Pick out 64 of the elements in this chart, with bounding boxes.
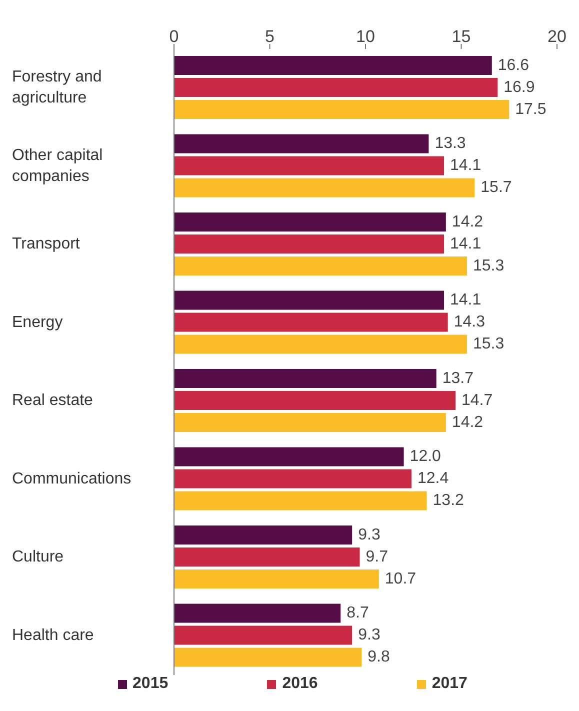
data-label: 9.7 (366, 548, 388, 566)
data-label: 14.1 (450, 235, 482, 252)
bar (174, 100, 510, 120)
data-label: 12.4 (417, 470, 449, 488)
legend-label: 2017 (432, 675, 468, 693)
data-label: 16.9 (504, 78, 535, 96)
bar (174, 290, 444, 310)
bar (174, 312, 448, 332)
data-label: 14.7 (462, 392, 493, 409)
data-label: 17.5 (515, 100, 546, 118)
bar (174, 212, 446, 232)
bar (174, 469, 412, 488)
data-label: 14.2 (452, 414, 484, 431)
x-tick-label: 20 (548, 27, 566, 46)
y-tick-label: Health care (12, 627, 94, 644)
data-label: 9.3 (358, 526, 380, 544)
bar (174, 78, 498, 98)
bar (174, 491, 427, 510)
bar (174, 570, 379, 589)
y-tick-label: Real estate (12, 392, 94, 410)
bar (174, 626, 352, 645)
data-label: 10.7 (384, 570, 416, 588)
data-label: 14.3 (454, 314, 486, 331)
bar (174, 134, 429, 154)
data-label: 13.2 (432, 492, 464, 510)
y-tick-label: Other capital companies (12, 147, 103, 186)
bar (174, 234, 444, 254)
bar (174, 334, 467, 354)
data-label: 15.7 (480, 179, 512, 196)
legend-label: 2016 (282, 675, 318, 693)
data-label: 15.3 (472, 336, 504, 353)
bar (174, 604, 341, 623)
y-tick-label: Transport (12, 236, 80, 253)
x-tick-label: 5 (265, 27, 274, 46)
bar (174, 648, 362, 667)
bar (174, 391, 456, 410)
bar (174, 413, 446, 432)
y-tick-label: Communications (12, 470, 132, 488)
bar (174, 56, 492, 76)
data-label: 13.3 (434, 135, 466, 152)
data-label: 14.1 (450, 292, 482, 309)
x-tick-label: 10 (356, 27, 375, 46)
legend-label: 2015 (132, 675, 168, 693)
bar (174, 548, 360, 567)
bar (174, 178, 475, 198)
data-label: 12.0 (410, 448, 442, 466)
data-label: 16.6 (498, 56, 530, 74)
data-label: 9.3 (358, 626, 380, 644)
y-tick-label: Culture (12, 548, 64, 566)
data-label: 14.1 (450, 157, 482, 174)
data-label: 14.2 (452, 213, 484, 230)
bar (174, 447, 404, 466)
bar (174, 156, 444, 176)
y-tick-label: Forestry and agriculture (12, 68, 102, 107)
bar (174, 369, 436, 388)
data-label: 15.3 (472, 257, 504, 274)
data-label: 8.7 (346, 604, 369, 622)
x-tick-label: 15 (452, 27, 471, 46)
y-tick-label: Energy (12, 314, 63, 332)
bar (174, 256, 467, 276)
x-tick-label: 0 (169, 27, 179, 46)
bar (174, 526, 352, 545)
data-label: 9.8 (368, 648, 390, 666)
data-label: 13.7 (442, 370, 474, 387)
